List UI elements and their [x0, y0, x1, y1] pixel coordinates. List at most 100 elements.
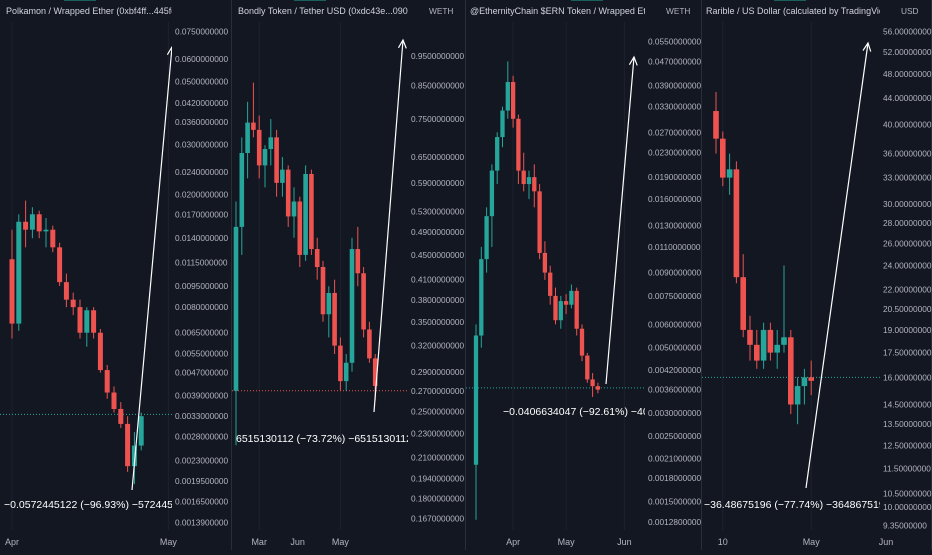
plot-area: @EthernityChain $ERN Token / Wrapped Eth…	[466, 0, 655, 530]
candle-body	[585, 355, 590, 380]
candle	[233, 201, 239, 446]
x-tick-label: Apr	[5, 537, 19, 547]
candle	[521, 152, 526, 192]
measure-label: −0.0572445122 (−96.93%) −572445122	[4, 499, 191, 511]
candle-body	[338, 345, 343, 382]
y-tick-label: 0.3800000000	[411, 295, 464, 305]
candle-body	[794, 386, 801, 405]
y-tick-label: 0.2900000000	[411, 367, 464, 377]
candle-body	[125, 423, 131, 467]
y-tick-label: 0.1940000000	[411, 474, 464, 484]
x-tick-label: Mar	[251, 537, 267, 547]
measure-label: −0.0406634047 (−92.61%) −406	[503, 406, 655, 418]
x-tick-label: May	[160, 537, 178, 547]
candle	[558, 295, 563, 329]
y-tick-label: 0.1670000000	[411, 514, 464, 524]
candle-body	[63, 282, 69, 300]
candle-body	[245, 122, 250, 154]
candle-body	[473, 335, 479, 465]
candle	[16, 214, 22, 331]
candle-body	[291, 201, 297, 217]
chart-panel-4: Rarible / US Dollar (calculated by Tradi…	[702, 0, 932, 550]
candle-body	[361, 273, 366, 330]
candle-body	[104, 370, 110, 393]
y-tick-label: 0.0115000000	[175, 257, 228, 267]
y-tick-label: 0.0021000000	[648, 454, 701, 464]
y-tick-label: 19.00000000	[883, 325, 932, 335]
candle	[268, 119, 274, 166]
chart-panel-3: @EthernityChain $ERN Token / Wrapped Eth…	[466, 0, 702, 550]
candle-body	[801, 377, 808, 387]
chart-panel-1: Polkamon / Wrapped Ether (0xbf4ff...445f…	[0, 0, 305, 550]
candle-body	[767, 329, 774, 353]
candle-body	[489, 170, 495, 217]
candle-body	[479, 259, 484, 336]
y-tick-label: 0.0013900000	[175, 518, 228, 528]
candle	[774, 329, 780, 369]
candle-body	[23, 221, 29, 230]
trend-arrow	[131, 46, 172, 491]
candle-body	[788, 337, 794, 405]
candle-body	[579, 328, 585, 356]
y-tick-label: 14.50000000	[883, 399, 932, 409]
candle	[57, 242, 63, 286]
candle-body	[720, 138, 726, 178]
y-tick-label: 0.7500000000	[411, 114, 464, 124]
chart-panel-2: Bondly Token / Tether USD (0xdc43e...090…	[232, 0, 466, 550]
candle	[239, 137, 245, 255]
y-tick-label: 0.0550000000	[648, 36, 701, 46]
candle-body	[274, 137, 279, 183]
candle	[262, 145, 268, 188]
y-tick-label: 11.50000000	[883, 463, 931, 473]
candle	[50, 225, 56, 253]
y-tick-label: 0.0190000000	[648, 172, 701, 182]
candle	[788, 329, 794, 415]
candle	[740, 254, 746, 338]
candle	[526, 170, 532, 200]
candle-body	[50, 229, 56, 248]
candle-body	[500, 110, 505, 138]
y-tick-label: 0.0110000000	[648, 242, 701, 252]
trend-arrow-head	[628, 55, 638, 66]
y-tick-label: 0.3200000000	[411, 341, 464, 351]
candle-body	[713, 111, 719, 139]
candle	[314, 237, 320, 280]
y-tick-label: 0.0390000000	[648, 80, 701, 90]
candle-body	[563, 301, 569, 305]
candle	[245, 101, 250, 179]
y-tick-label: 0.0060000000	[648, 319, 701, 329]
x-tick-label: May	[558, 537, 576, 547]
y-tick-label: 0.0160000000	[648, 194, 701, 204]
candle-body	[297, 201, 303, 255]
y-tick-label: 17.50000000	[883, 348, 932, 358]
candle	[84, 307, 90, 347]
y-tick-label: 0.0095000000	[175, 281, 228, 291]
y-tick-label: 0.0240000000	[175, 167, 228, 177]
y-tick-label: 0.0170000000	[175, 209, 228, 219]
candle	[500, 106, 505, 148]
y-tick-label: 0.0042000000	[648, 365, 701, 375]
y-tick-label: 26.00000000	[883, 238, 932, 248]
candle	[138, 412, 144, 451]
candle	[361, 266, 366, 338]
y-tick-label: 0.5300000000	[411, 206, 464, 216]
candle-body	[349, 249, 355, 363]
y-tick-label: 52.00000000	[883, 47, 932, 57]
y-tick-label: 0.2500000000	[411, 406, 464, 416]
candle-body	[239, 153, 245, 227]
candle	[43, 217, 49, 248]
candle	[563, 294, 569, 315]
y-tick-label: 40.00000000	[883, 120, 932, 130]
y-tick-label: 0.0200000000	[175, 189, 228, 199]
candle	[585, 352, 590, 383]
y-tick-label: 0.0750000000	[175, 26, 228, 36]
candle	[91, 307, 97, 339]
y-tick-label: 56.00000000	[883, 27, 932, 37]
measure-label: 6515130112 (−73.72%) −6515130112	[236, 433, 412, 445]
axis-unit-label: WETH	[666, 6, 690, 16]
candle	[343, 354, 349, 391]
candle	[574, 287, 579, 336]
trend-arrow-head	[397, 38, 407, 49]
candle-body	[97, 332, 103, 371]
